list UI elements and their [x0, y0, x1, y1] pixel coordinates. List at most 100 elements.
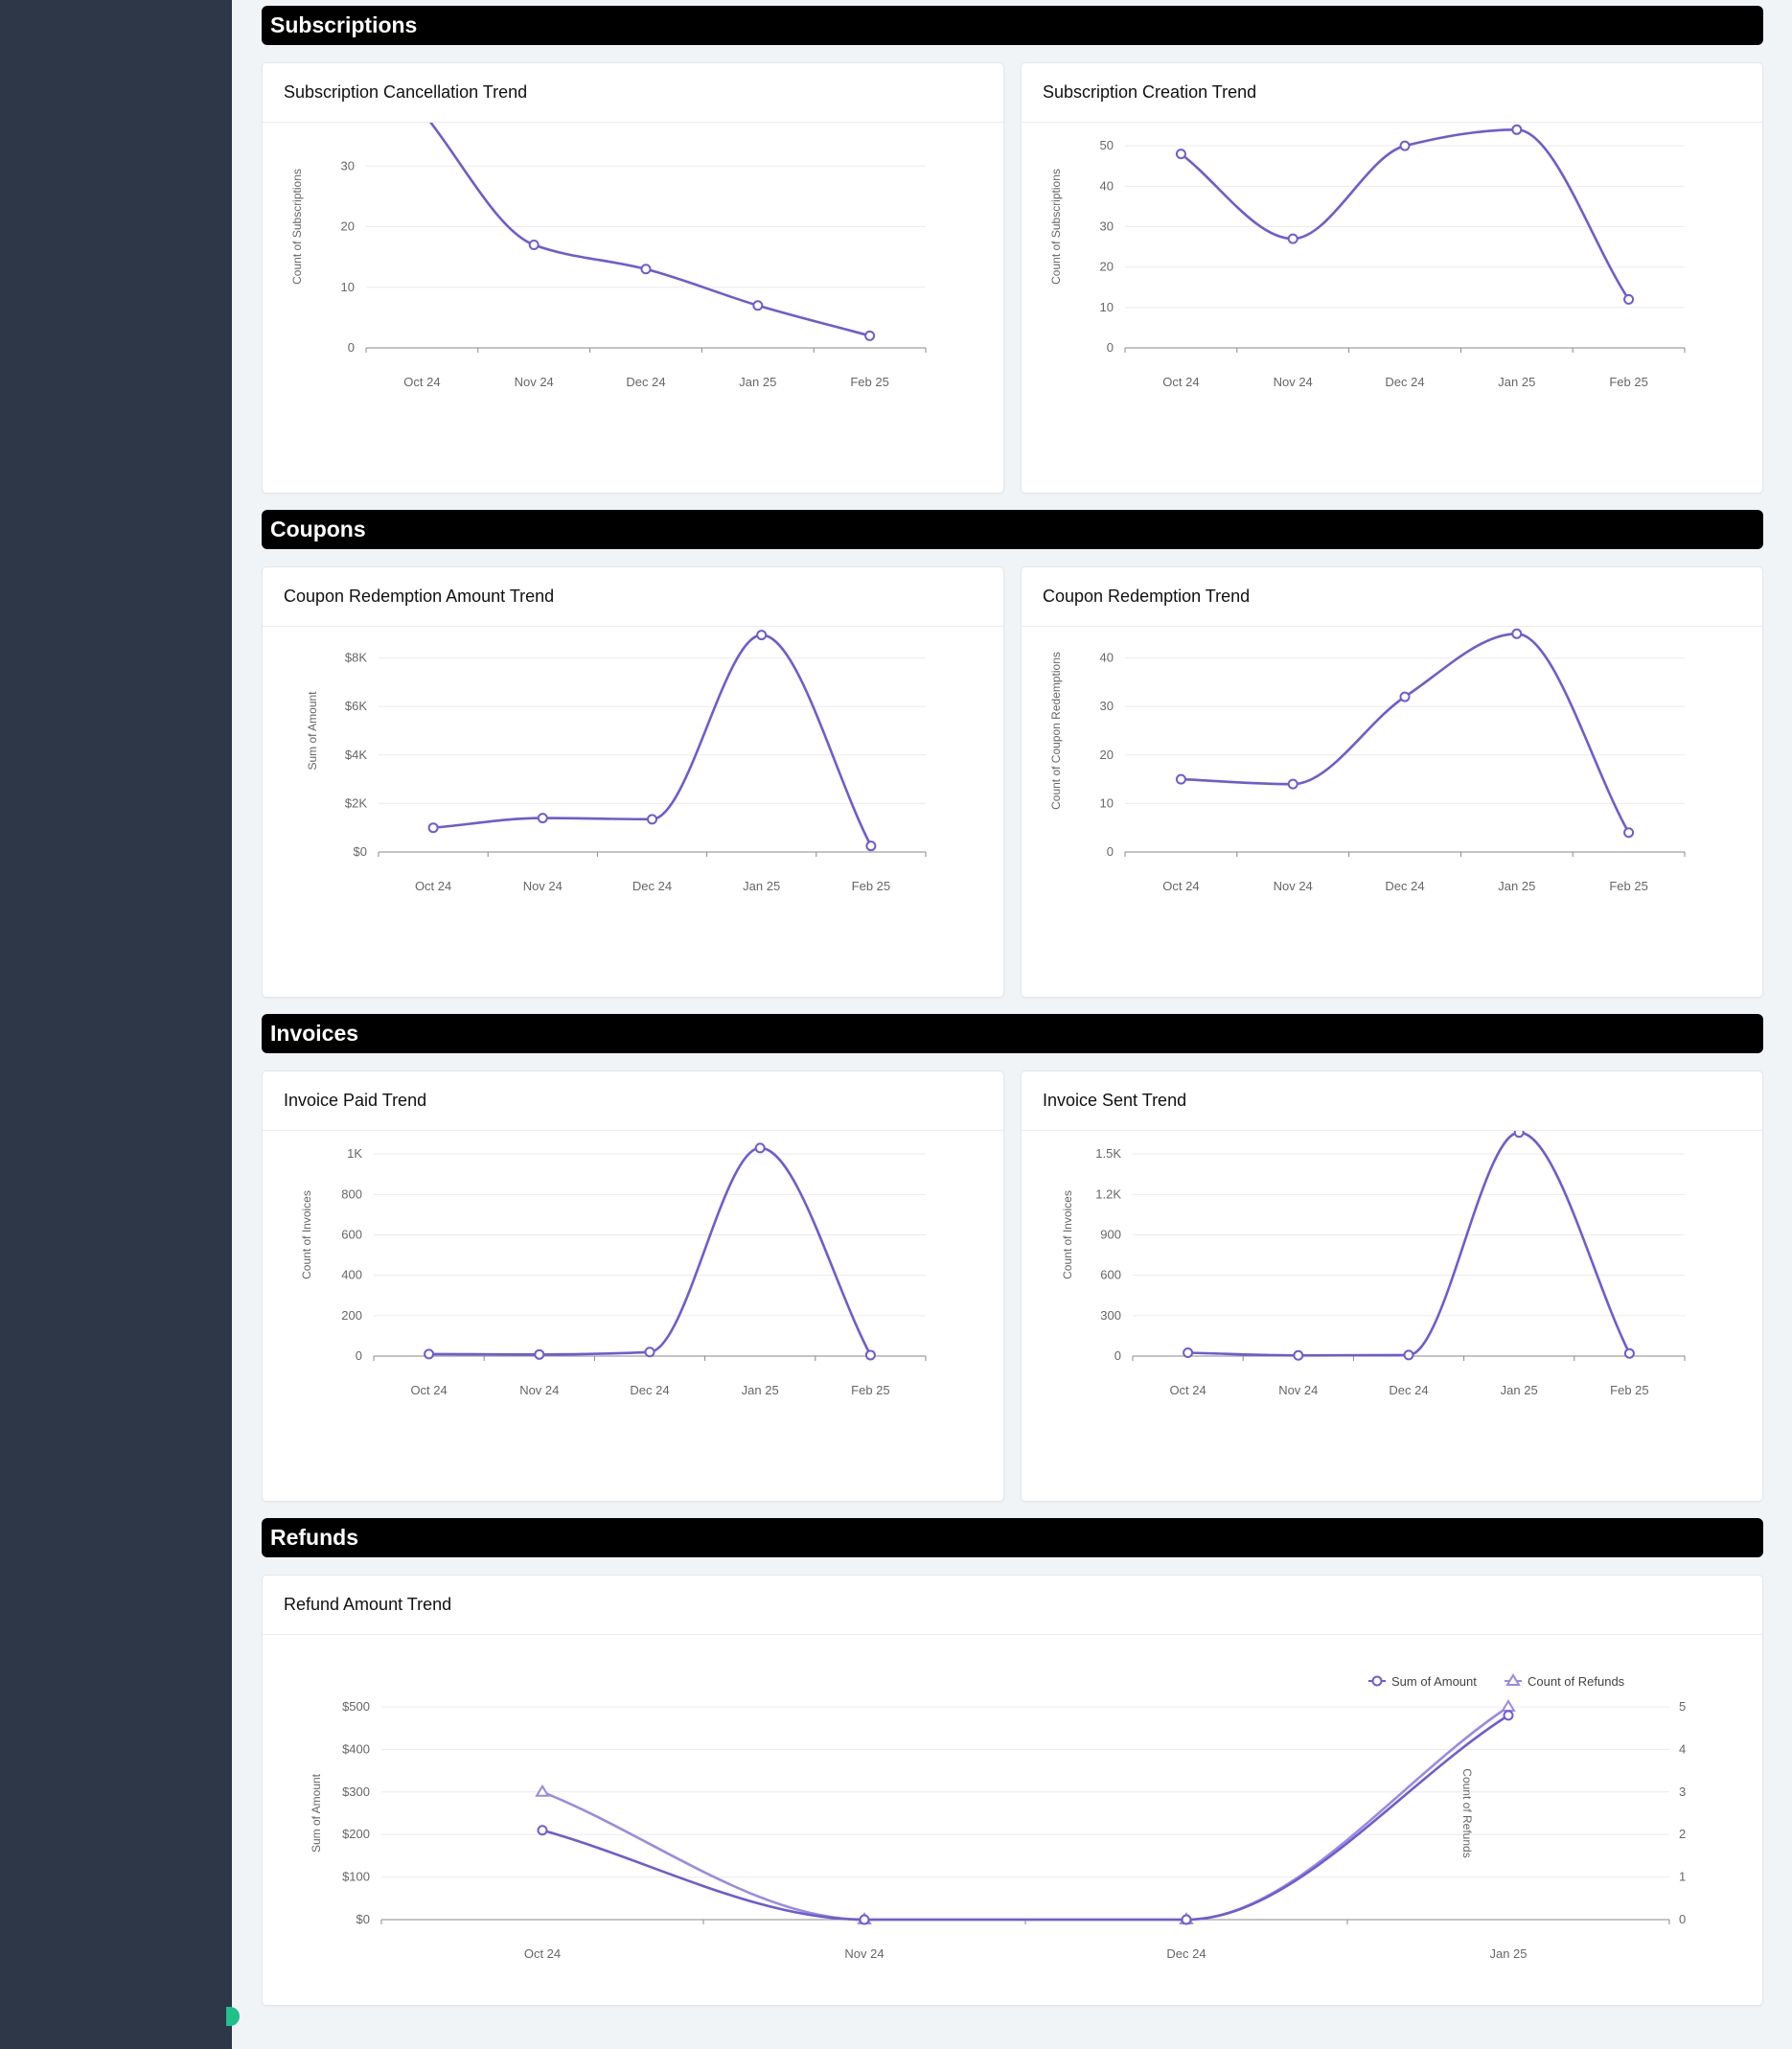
legend-label: Sum of Amount — [1391, 1674, 1477, 1689]
data-point — [1399, 691, 1411, 702]
data-point — [754, 1142, 766, 1154]
help-launcher-button[interactable] — [226, 2007, 240, 2026]
y2-tick-label: 2 — [1679, 1827, 1686, 1841]
y-tick-label: 1K — [347, 1146, 362, 1161]
card-title: Refund Amount Trend — [263, 1576, 1762, 1635]
y-axis-title: Count of Coupon Redemptions — [1049, 652, 1063, 810]
data-point — [424, 1348, 435, 1360]
card-title: Subscription Creation Trend — [1022, 63, 1762, 123]
data-point — [1503, 1710, 1514, 1721]
card-invoice-sent: Invoice Sent Trend 03006009001.2K1.5K1.8… — [1021, 1071, 1763, 1502]
section-header-coupons: Coupons — [262, 510, 1763, 549]
x-tick-label: Dec 24 — [632, 879, 672, 893]
y-axis-title: Count of Invoices — [1061, 1190, 1074, 1279]
x-tick-label: Jan 25 — [742, 1383, 779, 1397]
y-axis-title: Count of Subscriptions — [290, 169, 304, 285]
y-tick-label: 20 — [1100, 260, 1114, 274]
section-header-invoices: Invoices — [262, 1014, 1763, 1053]
y-tick-label: 50 — [1100, 138, 1114, 152]
x-tick-label: Nov 24 — [1274, 879, 1313, 893]
data-point — [534, 1348, 545, 1360]
legend-label: Count of Refunds — [1528, 1674, 1625, 1689]
x-tick-label: Jan 25 — [1501, 1383, 1538, 1397]
data-point — [537, 1825, 548, 1836]
y-tick-label: 30 — [341, 158, 355, 173]
y-tick-label: 0 — [356, 1348, 362, 1363]
data-point — [537, 813, 548, 824]
x-tick-label: Oct 24 — [1162, 879, 1199, 893]
data-point — [1287, 778, 1298, 790]
data-point — [1293, 1349, 1304, 1361]
data-point — [752, 300, 764, 311]
data-point — [864, 330, 876, 341]
x-tick-label: Dec 24 — [630, 1383, 669, 1397]
series-line — [432, 633, 873, 847]
card-invoice-paid: Invoice Paid Trend 02004006008001K1.2KOc… — [262, 1071, 1004, 1502]
y-tick-label: 1.2K — [1095, 1186, 1121, 1201]
series-line — [1187, 1131, 1631, 1357]
x-tick-label: Nov 24 — [515, 375, 554, 389]
card-title: Coupon Redemption Amount Trend — [263, 567, 1003, 627]
card-refund-amount: Refund Amount Trend $0 $100 $200 $300 $400 $5… — [262, 1575, 1763, 2006]
y-tick-label: $8K — [345, 651, 367, 665]
card-subscription-creation: Subscription Creation Trend 010203040506… — [1021, 62, 1763, 494]
y2-tick-label: 3 — [1679, 1784, 1686, 1799]
x-tick-label: Oct 24 — [410, 1383, 447, 1397]
x-tick-label: Dec 24 — [1385, 879, 1424, 893]
data-point — [528, 239, 540, 250]
x-tick-label: Feb 25 — [851, 1383, 889, 1397]
y-tick-label: 600 — [341, 1228, 362, 1242]
data-point — [1623, 293, 1635, 305]
data-point — [1623, 1347, 1635, 1359]
y-tick-label: $4K — [345, 748, 367, 762]
data-point — [1183, 1347, 1194, 1358]
x-tick-label: Nov 24 — [519, 1383, 559, 1397]
x-tick-label: Jan 25 — [1498, 375, 1535, 389]
y2-tick-label: 0 — [1679, 1912, 1686, 1926]
y-tick-label: 10 — [1100, 300, 1114, 314]
y2-axis-title: Count of Refunds — [1460, 1768, 1474, 1857]
x-tick-label: Jan 25 — [1498, 879, 1535, 893]
data-point — [859, 1914, 870, 1925]
y-tick-label: $300 — [342, 1784, 370, 1799]
data-point — [1175, 773, 1186, 785]
y-tick-label: 900 — [1100, 1228, 1121, 1242]
data-point — [1511, 124, 1523, 135]
y2-tick-label: 4 — [1679, 1741, 1686, 1756]
chart-refund-amount: $0 $100 $200 $300 $400 $500 Oct 24 Nov 24 Dec 24… — [310, 1673, 1686, 1961]
x-tick-label: Oct 24 — [415, 879, 451, 893]
y2-tick-label: 1 — [1679, 1870, 1686, 1884]
series-line — [541, 1705, 1509, 1922]
data-point — [864, 1349, 876, 1361]
y-tick-label: 10 — [1100, 795, 1114, 810]
series-line — [1181, 632, 1630, 834]
data-point — [1623, 827, 1635, 839]
x-tick-label: Jan 25 — [743, 879, 780, 893]
y-tick-label: 0 — [1114, 1348, 1121, 1363]
y-tick-label: $0 — [354, 844, 367, 859]
card-coupon-redemption-amount: Coupon Redemption Amount Trend $0 $2K $4K $… — [262, 566, 1004, 998]
y-tick-label: 800 — [341, 1186, 362, 1201]
x-tick-label: Jan 25 — [1489, 1946, 1527, 1961]
series-line — [429, 123, 870, 337]
y-axis-title: Sum of Amount — [306, 691, 319, 771]
x-tick-label: Jan 25 — [739, 375, 776, 389]
x-tick-label: Feb 25 — [850, 375, 888, 389]
series-line — [541, 1714, 1509, 1922]
section-header-subscriptions: Subscriptions — [262, 6, 1763, 45]
card-title: Coupon Redemption Trend — [1022, 567, 1762, 627]
x-tick-label: Dec 24 — [1389, 1383, 1428, 1397]
data-point — [1501, 1699, 1516, 1712]
legend-marker — [1371, 1675, 1383, 1687]
y-tick-label: $0 — [356, 1912, 370, 1926]
y-tick-label: 40 — [1100, 651, 1114, 665]
section-header-refunds: Refunds — [262, 1518, 1763, 1557]
x-tick-label: Feb 25 — [1610, 1383, 1648, 1397]
y-tick-label: $400 — [342, 1741, 370, 1756]
x-tick-label: Feb 25 — [1609, 879, 1647, 893]
